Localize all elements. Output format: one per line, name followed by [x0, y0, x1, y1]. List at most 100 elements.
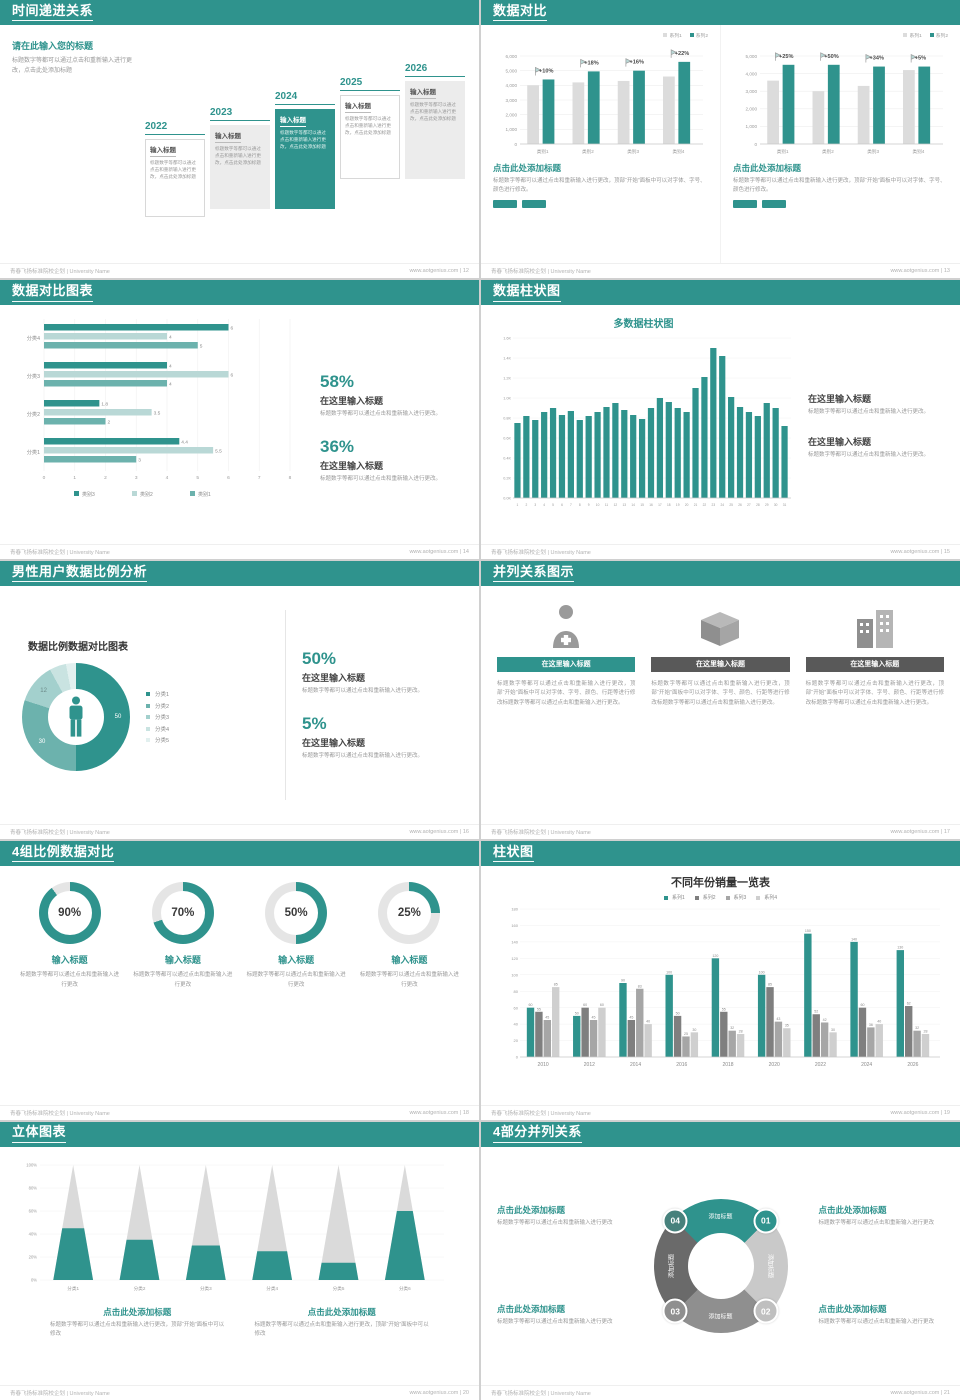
text-block: 点击此处添加标题 标题数字等都可以通过点击和重新输入进行更改 [819, 1204, 945, 1228]
footer-brand: 青春飞扬标准院校企划 | University Name [491, 549, 591, 556]
x-tick-label: 14 [631, 503, 635, 507]
footer-page: www.aotgenius.com | 21 [890, 1390, 950, 1396]
cone-chart: 100% 80% 60% 40% 20% 0% 分类1 分类2 分类3 分类4 分类5 分类6 [10, 1155, 469, 1298]
legend-swatch [756, 895, 761, 900]
legend-item: 系列1 [663, 894, 685, 901]
bar [858, 1007, 866, 1058]
bar [754, 416, 761, 499]
y-tick-label: 4,000 [506, 83, 518, 88]
bar [781, 426, 788, 499]
footer-site: www.aotgenius.com [409, 1109, 459, 1116]
bar [558, 415, 566, 499]
bar [701, 377, 708, 499]
timeline-year: 2024 [275, 91, 335, 105]
value-label: 32 [915, 1026, 919, 1030]
flag-icon [535, 66, 542, 76]
hbar-chart-svg: 0 1 2 3 4 5 6 7 8 6 4 5 分类4 4 6 4 分类3 1.8 3.5 2 分类2 4.4 5.5 3 分类… [27, 319, 292, 498]
legend-item: 系列2 [689, 32, 708, 39]
footer-page: www.aotgenius.com | 18 [409, 1110, 469, 1116]
stat-block: 50% 在这里输入标题 标题数字等都可以通过点击和重新输入进行更改。 [302, 649, 465, 696]
footer-separator: | [939, 548, 944, 555]
footer-brand: 青春飞扬标准院校企划 | University Name [491, 1110, 591, 1117]
bar [44, 342, 198, 349]
x-tick-label: 类别2 [822, 148, 834, 155]
slide-column-chart[interactable]: 数据柱状图 多数据柱状图 1.6K 1.4K 1.2K 1.0K 0.8K 0.6K 0.4… [481, 280, 960, 559]
footer-page: www.aotgenius.com | 13 [890, 268, 950, 274]
stats-column: 50% 在这里输入标题 标题数字等都可以通过点击和重新输入进行更改。 5% 在这… [302, 649, 465, 761]
bar [803, 933, 812, 1058]
bar-series1 [812, 91, 825, 144]
legend-label: 系列1 [909, 33, 922, 39]
cone-lower [119, 1239, 160, 1280]
bar [523, 416, 530, 499]
slide-body: 100% 80% 60% 40% 20% 0% 分类1 分类2 分类3 分类4 分类5 分类6 点击此… [0, 1147, 479, 1385]
legend-label: 系列1 [669, 33, 682, 39]
number-badge: 04 [662, 1208, 688, 1234]
slide-footer: 青春飞扬标准院校企划 | University Name www.aotgeni… [481, 1104, 960, 1120]
slide-data-comparison[interactable]: 数据对比 系列1 系列2 6,000 5,000 4,000 3,000 2,000 1,… [481, 0, 960, 279]
slide-four-part-relation[interactable]: 4部分并列关系 点击此处添加标题 标题数字等都可以通过点击和重新输入进行更改 点… [481, 1121, 960, 1400]
slide-title: 数据柱状图 [493, 283, 561, 302]
timeline-box-body: 标题数字等都可以通过点击和重新输入进行更改，点击此处添加标题 [150, 160, 196, 179]
footer-page: www.aotgenius.com | 17 [890, 829, 950, 835]
timeline-box: 输入标题 标题数字等都可以通过点击和重新输入进行更改，点击此处添加标题 [405, 81, 465, 179]
footer-brand: 青春飞扬标准院校企划 | University Name [10, 1390, 110, 1397]
text-block: 点击此处添加标题 标题数字等都可以通过点击和重新输入进行更改 [497, 1303, 623, 1327]
flag-icon [820, 52, 827, 61]
x-tick-label: 17 [658, 503, 662, 507]
ring-diagram: 01 02 03 04 添加标题 添加标题 添加标题 添加标题 [653, 1198, 788, 1333]
value-label: 83 [637, 984, 641, 988]
slide-four-ratio-comparison[interactable]: 4组比例数据对比 90% 输入标题 标题数字等都可以通过点击和重新输入进行更改 70%… [0, 841, 479, 1120]
bar [44, 400, 100, 407]
block-title: 点击此处添加标题 [307, 1306, 376, 1317]
gauge-ring: 25% [378, 882, 441, 945]
footer-brand: 青春飞扬标准院校企划 | University Name [10, 549, 110, 556]
stats-column: 58% 在这里输入标题 标题数字等都可以通过点击和重新输入进行更改。 36% 在… [306, 313, 469, 541]
value-label: 3.5 [154, 411, 161, 417]
caption-body: 标题数字等都可以通过点击和重新输入进行更改，顶部“开始”面板中可以对字体、字号、… [493, 178, 706, 194]
y-tick-label: 100% [26, 1162, 37, 1167]
footer-brand: 青春飞扬标准院校企划 | University Name [491, 269, 591, 276]
slide-male-user-ratio[interactable]: 男性用户数据比例分析 数据比例数据对比图表 [0, 560, 479, 840]
slide-3d-cone-chart[interactable]: 立体图表 100% 80% 60% 40% 20% 0% 分类1 分类2 分类3 分类4 分类5 分类… [0, 1121, 479, 1400]
slide-footer: 青春飞扬标准院校企划 | University Name www.aotgeni… [0, 824, 479, 839]
horizontal-bar-chart: 0 1 2 3 4 5 6 7 8 6 4 5 分类4 4 6 4 分类3 1.8 3.5 2 分类2 4.4 5.5 3 分类… [10, 313, 306, 541]
relation-column: 在这里输入标题 标题数字等都可以通过点击和重新输入进行更改，顶部“开始”面板中可… [805, 602, 944, 818]
bar [643, 1024, 652, 1058]
bar [774, 1021, 782, 1058]
y-tick-label: 160 [511, 923, 518, 928]
slide-parallel-relation[interactable]: 并列关系图示 在这里输入标题 标题数字等都可以通过点击和重新输入进行更改，顶部“… [481, 560, 960, 840]
slide-comparison-chart[interactable]: 数据对比图表 0 1 2 3 4 5 6 7 8 6 4 5 分类4 4 6 4 分类3 1.8 3.5 2 分类2 4.… [0, 280, 479, 559]
stat-percent: 36% [320, 436, 355, 456]
value-label: 60 [599, 1003, 603, 1007]
x-tick-label: 类别3 [627, 148, 639, 155]
bar-series1 [857, 85, 870, 144]
x-tick-label: 18 [667, 503, 671, 507]
slide-header: 数据对比 [481, 0, 960, 25]
donut-value-label: 12 [40, 687, 47, 694]
value-label: 52 [814, 1010, 818, 1014]
y-tick-label: 0 [754, 142, 757, 147]
bar-series1 [527, 85, 540, 144]
bar [44, 371, 229, 378]
legend-item: 系列3 [725, 894, 746, 901]
block-title: 在这里输入标题 [808, 436, 872, 447]
slide-grouped-bar-chart[interactable]: 柱状图 不同年份销量一览表 系列1 系列2 系列3 系列4 0 20 40 60 80 100 1… [481, 841, 960, 1120]
text-column: 在这里输入标题 标题数字等都可以通过点击和重新输入进行更改。 在这里输入标题 标… [796, 311, 950, 537]
y-tick-label: 60 [513, 1005, 518, 1010]
slide-footer: 青春飞扬标准院校企划 | University Name www.aotgeni… [481, 1384, 960, 1400]
building-icon [856, 609, 893, 648]
number-badge: 01 [753, 1208, 779, 1234]
grouped-bar-svg: 0 20 40 60 80 100 120 140 160 180 60 55 45 85 2010 50 60… [511, 907, 940, 1068]
timeline-box-title: 输入标题 [280, 114, 306, 127]
value-label: 3 [138, 458, 141, 464]
stat-title: 在这里输入标题 [302, 737, 366, 748]
slide-time-progression[interactable]: 时间递进关系 请在此输入您的标题 标题数字等都可以通过点击和重新输入进行更改，点… [0, 0, 479, 279]
slide-body: 请在此输入您的标题 标题数字等都可以通过点击和重新输入进行更改，点击此处添加标题… [0, 25, 479, 263]
value-label: 5.5 [215, 449, 222, 455]
bar [580, 1007, 589, 1058]
x-tick-label: 类别4 [673, 148, 685, 155]
x-tick-label: 3 [534, 503, 536, 507]
bar [710, 348, 717, 499]
timeline-box-body: 标题数字等都可以通过点击和重新输入进行更改，点击此处添加标题 [410, 102, 456, 121]
